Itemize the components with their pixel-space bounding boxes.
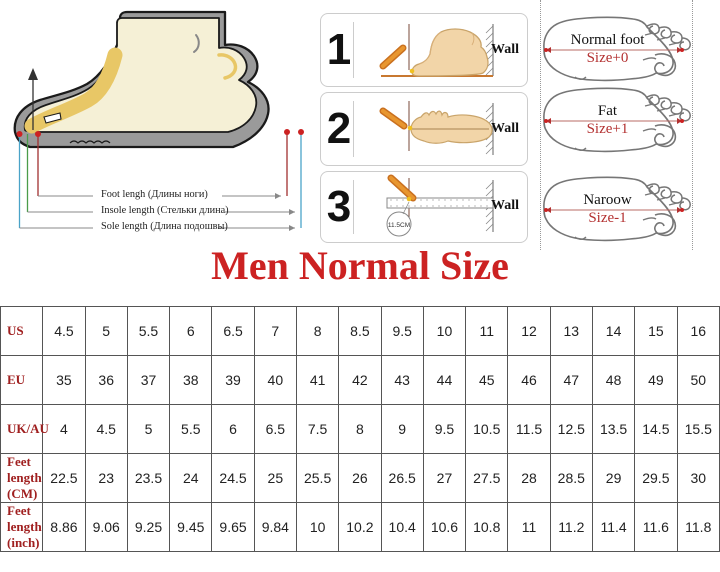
svg-text:11.5CM: 11.5CM xyxy=(388,222,410,229)
